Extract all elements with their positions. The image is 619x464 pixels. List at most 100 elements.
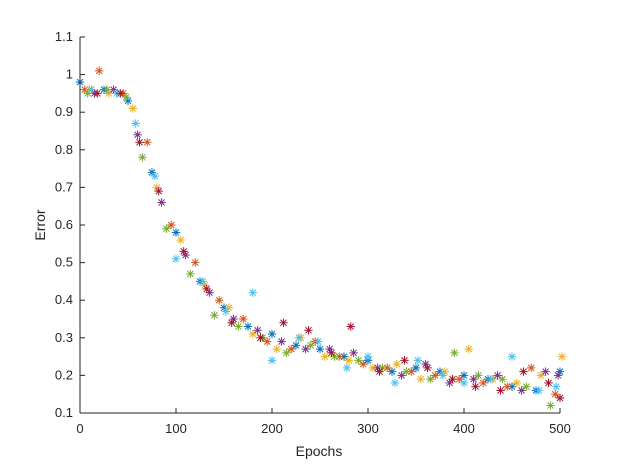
data-point [306,341,315,350]
y-axis-label: Error [32,209,48,240]
data-point [375,367,384,376]
data-point [474,371,483,380]
data-point [210,311,219,320]
data-point [167,220,176,230]
data-point [507,352,517,361]
data-point [315,344,325,354]
data-point [339,352,349,361]
data-point [522,382,531,391]
y-tick-label: 0.4 [55,292,73,307]
axes: 0 100 200 300 400 500 0.1 0.2 0.3 0.4 0.5 0.6 0.7 0.8… [55,29,571,436]
data-point [304,326,313,335]
data-point [157,198,166,207]
data-point [527,363,536,373]
data-point [171,254,181,264]
data-point [279,318,288,327]
x-tick-label: 500 [549,421,571,436]
data-point [320,352,329,361]
data-point [215,296,224,305]
data-point [519,367,528,376]
data-point [243,322,253,331]
data-point [536,371,545,380]
data-point [346,322,355,331]
data-point [493,371,502,380]
data-point [327,348,336,358]
data-point [256,333,265,342]
data-point [344,356,353,365]
data-point [400,356,409,365]
data-point [95,66,104,76]
data-point [459,371,469,380]
data-point [198,277,208,286]
data-point [176,235,185,245]
data-point [354,356,363,365]
data-point [253,326,262,335]
data-point [227,318,236,327]
data-point [313,337,323,346]
plot-area [75,66,567,410]
data-point [416,374,425,384]
data-point [411,363,421,373]
data-point [479,378,488,388]
data-point [221,307,231,316]
data-point [294,333,304,342]
y-tick-label: 0.8 [55,142,73,157]
data-point [87,85,96,94]
data-point [459,378,469,388]
data-point [179,247,188,256]
data-point [413,356,423,365]
data-point [263,337,272,346]
data-point [171,228,181,237]
data-point [496,386,505,395]
data-point [143,138,152,147]
data-point [162,224,171,233]
data-point [301,344,310,354]
data-point [390,378,400,388]
data-point [277,337,286,346]
y-tick-label: 0.3 [55,330,73,345]
x-tick-label: 0 [76,421,83,436]
data-point [152,183,161,192]
data-point [133,130,142,139]
data-point [282,348,291,358]
x-axis-label: Epochs [296,443,343,459]
data-point [448,374,457,384]
data-point [431,371,440,380]
data-point [469,374,478,384]
data-point [407,367,416,376]
data-point [426,374,435,384]
y-tick-label: 0.2 [55,367,73,382]
y-tick-label: 0.9 [55,104,73,119]
data-point [267,356,277,365]
data-point [455,374,464,384]
data-point [555,393,565,403]
data-point [423,363,432,373]
y-tick-label: 0.6 [55,217,73,232]
data-point [486,374,496,384]
x-tick-label: 300 [357,421,379,436]
data-point [154,186,163,196]
data-point [512,378,521,388]
data-point [359,359,368,369]
data-point [503,382,512,391]
x-tick-label: 400 [453,421,475,436]
data-point [131,119,140,128]
data-point [267,329,277,339]
data-point [551,382,561,391]
y-tick-label: 0.7 [55,179,73,194]
data-point [186,269,195,279]
data-point [93,89,102,98]
data-point [239,314,248,324]
data-point [135,138,144,147]
x-tick-label: 100 [165,421,187,436]
data-point [202,284,211,294]
data-point [397,371,406,380]
data-point [498,374,507,384]
data-point [128,104,137,113]
data-point [121,92,131,102]
data-point [330,352,339,361]
data-point [450,348,459,358]
data-point [191,258,200,267]
data-point [138,153,147,162]
